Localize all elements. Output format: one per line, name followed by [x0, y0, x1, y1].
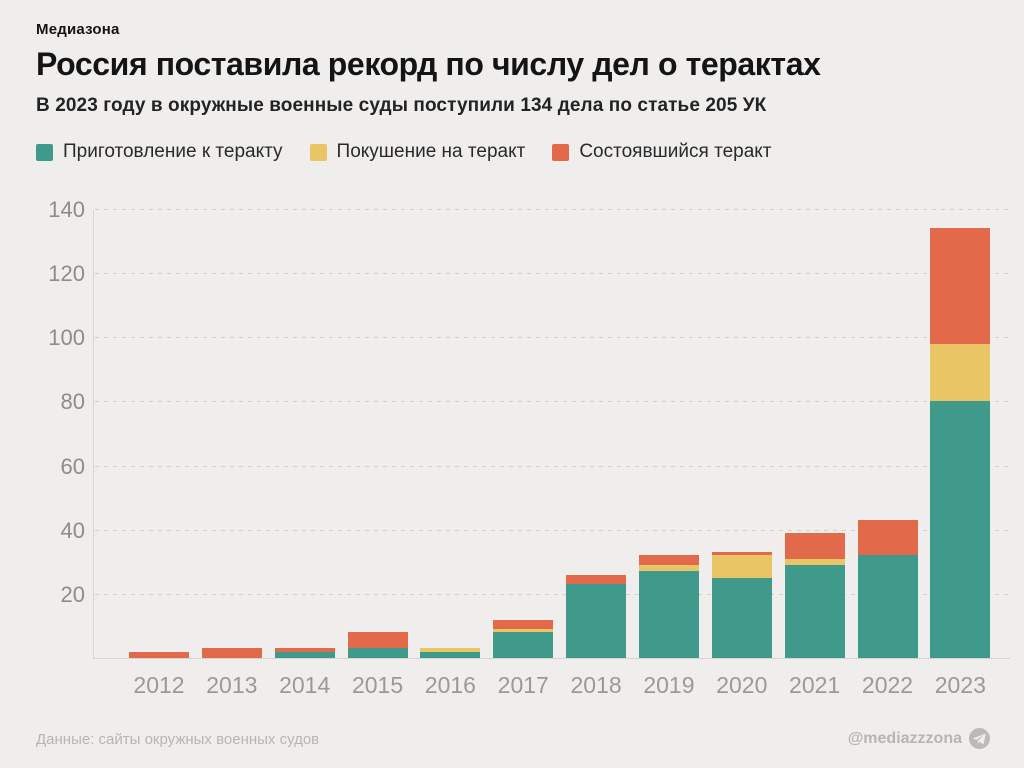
bar-segment	[930, 228, 991, 344]
bar-2019	[638, 555, 699, 658]
bar-segment	[129, 651, 189, 658]
x-tick-label-2018: 2018	[570, 672, 622, 698]
bar-2018	[566, 574, 627, 658]
social-handle: @mediazzzona	[848, 728, 990, 749]
bar-segment	[274, 651, 335, 658]
bar-2017	[493, 619, 554, 658]
bar-2016	[420, 648, 481, 658]
bar-segment	[638, 565, 699, 572]
y-tick-label-140: 140	[48, 197, 85, 222]
x-tick-label-2022: 2022	[861, 672, 914, 698]
bar-segment	[638, 555, 699, 565]
legend-swatch-icon	[552, 143, 570, 161]
bar-2020	[711, 552, 772, 658]
x-tick-label-2013: 2013	[206, 672, 258, 698]
legend-label: Состоявшийся теракт	[579, 141, 772, 162]
bar-segment	[784, 532, 845, 559]
y-tick-label-60: 60	[60, 453, 85, 479]
bar-2012	[129, 651, 189, 658]
x-tick-label-2014: 2014	[279, 672, 331, 698]
x-tick-label-2021: 2021	[789, 672, 841, 698]
bar-2022	[857, 520, 918, 658]
bar-segment	[201, 648, 262, 658]
bar-segment	[420, 651, 481, 658]
legend: Приготовление к теракту Покушение на тера…	[36, 141, 772, 163]
plot-area: 2012 2013 2014 2015 2016 2017 2018 2019 2020 2021…	[93, 209, 1010, 698]
gridline-20	[95, 593, 1010, 595]
legend-swatch-icon	[309, 143, 327, 161]
bar-segment	[274, 648, 335, 652]
gridline-140	[95, 209, 1010, 210]
gridline-40	[95, 529, 1010, 531]
y-tick-label-80: 80	[60, 389, 85, 415]
legend-label: Приготовление к теракту	[63, 141, 283, 162]
chart-title: Россия поставила рекорд по числу дел о т…	[36, 46, 821, 82]
gridline-120	[95, 273, 1010, 275]
x-tick-label-2023: 2023	[934, 672, 986, 698]
x-tick-label-2019: 2019	[643, 672, 695, 698]
data-source-note: Данные: сайты окружных военных судов	[36, 731, 320, 748]
bar-segment	[784, 565, 845, 658]
x-tick-label-2020: 2020	[716, 672, 768, 698]
bar-2023	[930, 228, 991, 658]
bar-2015	[347, 632, 408, 658]
x-tick-label-2015: 2015	[351, 672, 404, 698]
y-tick-label-120: 120	[48, 261, 85, 287]
brand-logo: Медиазона	[36, 21, 120, 38]
legend-item-1: Покушение на теракт	[309, 141, 526, 163]
y-tick-label-100: 100	[48, 325, 85, 351]
bar-segment	[784, 558, 845, 565]
y-tick-label-40: 40	[60, 517, 85, 543]
bar-segment	[711, 552, 772, 556]
gridline-60	[95, 465, 1010, 467]
bar-segment	[711, 555, 772, 578]
legend-label: Покушение на теракт	[336, 141, 526, 162]
bar-segment	[857, 555, 918, 658]
x-tick-label-2017: 2017	[497, 672, 549, 698]
bar-segment	[566, 584, 627, 658]
y-axis: 20 40 60 80 100 120 140	[0, 197, 85, 659]
x-tick-label-2016: 2016	[424, 672, 476, 698]
bar-segment	[420, 648, 481, 652]
bar-2021	[784, 532, 845, 658]
x-tick-label-2012: 2012	[133, 672, 185, 698]
legend-swatch-icon	[36, 143, 53, 161]
bar-2014	[274, 648, 335, 658]
bar-segment	[493, 629, 554, 633]
bar-segment	[493, 619, 554, 630]
bar-segment	[711, 577, 772, 658]
bar-segment	[566, 574, 627, 585]
bar-segment	[857, 520, 918, 556]
gridline-100	[95, 337, 1010, 339]
social-handle-label: @mediazzzona	[847, 729, 962, 747]
legend-item-2: Состоявшийся теракт	[552, 141, 772, 163]
bar-segment	[930, 401, 991, 658]
y-tick-label-20: 20	[60, 581, 85, 607]
telegram-icon	[969, 728, 990, 749]
legend-item-0: Приготовление к теракту	[36, 141, 283, 163]
gridline-80	[95, 401, 1010, 403]
bar-segment	[347, 632, 408, 649]
bar-segment	[347, 648, 408, 658]
bar-segment	[930, 343, 991, 402]
chart-subtitle: В 2023 году в окружные военные суды пост…	[36, 95, 767, 116]
bar-segment	[493, 632, 554, 658]
bar-segment	[638, 571, 699, 658]
bar-2013	[201, 648, 262, 658]
